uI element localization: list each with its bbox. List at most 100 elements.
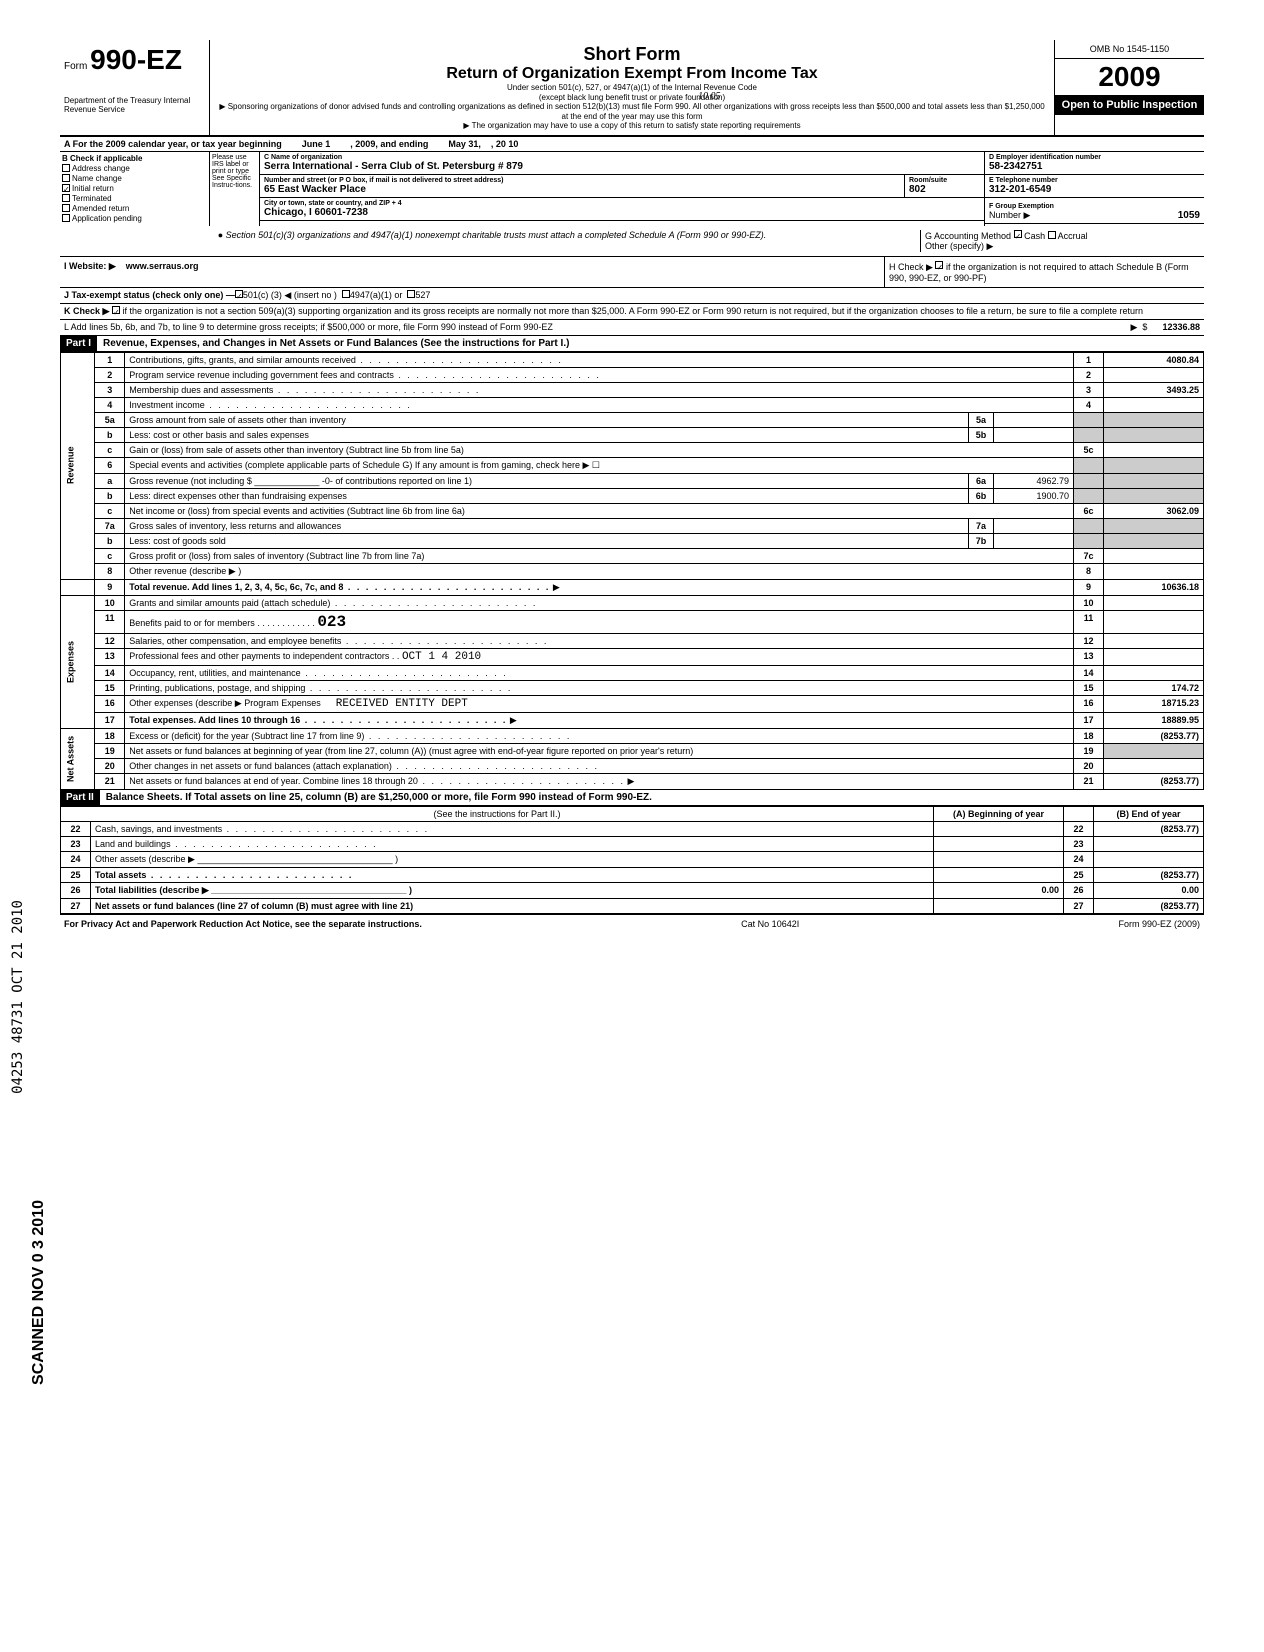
l-val: 12336.88 xyxy=(1162,322,1200,333)
line-21: 21Net assets or fund balances at end of … xyxy=(61,773,1204,789)
website-h-row: I Website: ▶ www.serraus.org H Check ▶ i… xyxy=(60,257,1204,288)
g-other: Other (specify) ▶ xyxy=(925,241,993,251)
cb-amended[interactable]: Amended return xyxy=(62,204,207,213)
line-9: 9Total revenue. Add lines 1, 2, 3, 4, 5c… xyxy=(61,579,1204,595)
l-dollar: $ xyxy=(1142,322,1147,333)
end-date: May 31, xyxy=(448,139,481,149)
f-label: F Group Exemption xyxy=(989,203,1054,210)
line-22: 22Cash, savings, and investments22(8253.… xyxy=(61,821,1204,836)
street-label: Number and street (or P O box, if mail i… xyxy=(264,177,900,184)
col-right: D Employer identification number 58-2342… xyxy=(984,152,1204,226)
cb-h[interactable] xyxy=(935,261,943,269)
end-year: , 20 10 xyxy=(491,139,519,149)
l-text: L Add lines 5b, 6b, and 7b, to line 9 to… xyxy=(64,322,1130,333)
cb-cash[interactable] xyxy=(1014,230,1022,238)
street-cell: Number and street (or P O box, if mail i… xyxy=(260,175,904,197)
line-8: 8Other revenue (describe ▶ )8 xyxy=(61,563,1204,579)
k-label: K Check ▶ xyxy=(64,306,109,317)
part2-table: (See the instructions for Part II.)(A) B… xyxy=(60,806,1204,914)
e-val: 312-201-6549 xyxy=(989,184,1200,195)
line-12: 12Salaries, other compensation, and empl… xyxy=(61,633,1204,648)
b-label: B Check if applicable xyxy=(62,154,207,163)
part2-instructions: (See the instructions for Part II.) xyxy=(61,806,934,821)
return-title: Return of Organization Exempt From Incom… xyxy=(218,65,1046,83)
short-form-title: Short Form xyxy=(218,44,1046,65)
subtitle-1: Under section 501(c), 527, or 4947(a)(1)… xyxy=(218,83,1046,93)
col-mid: C Name of organization Serra Internation… xyxy=(260,152,984,226)
begin-date: June 1 xyxy=(302,139,331,149)
line-26: 26Total liabilities (describe ▶ ________… xyxy=(61,882,1204,898)
cb-pending[interactable]: Application pending xyxy=(62,214,207,223)
d-label: D Employer identification number xyxy=(989,154,1200,161)
line-5b: bLess: cost or other basis and sales exp… xyxy=(61,427,1204,442)
line-7a: 7aGross sales of inventory, less returns… xyxy=(61,518,1204,533)
line-13: 13Professional fees and other payments t… xyxy=(61,648,1204,665)
room-label: Room/suite xyxy=(909,177,980,184)
expenses-label: Expenses xyxy=(61,595,95,728)
part2-label: Part II xyxy=(60,790,100,805)
j-501c-after: ) ◀ (insert no ) xyxy=(279,290,337,301)
cb-k[interactable] xyxy=(112,306,120,314)
f-val: 1059 xyxy=(1178,210,1200,221)
part2-title: Balance Sheets. If Total assets on line … xyxy=(100,790,658,805)
cb-initial-return[interactable]: Initial return xyxy=(62,184,207,193)
line-5a: 5aGross amount from sale of assets other… xyxy=(61,412,1204,427)
handwritten-initials: 10 05 xyxy=(698,91,721,102)
cb-501c[interactable] xyxy=(235,290,243,298)
line-5c: cGain or (loss) from sale of assets othe… xyxy=(61,442,1204,457)
d-cell: D Employer identification number 58-2342… xyxy=(985,152,1204,175)
k-text: if the organization is not a section 509… xyxy=(122,306,1143,317)
h-text: if the organization is not required to a… xyxy=(889,262,1189,283)
cb-terminated[interactable]: Terminated xyxy=(62,194,207,203)
line-24: 24Other assets (describe ▶ _____________… xyxy=(61,851,1204,867)
privacy-notice: For Privacy Act and Paperwork Reduction … xyxy=(64,919,422,929)
line-16: 16Other expenses (describe ▶ Program Exp… xyxy=(61,695,1204,712)
col-b-header: (B) End of year xyxy=(1094,806,1204,821)
form-header: Form 990-EZ Department of the Treasury I… xyxy=(60,40,1204,137)
f-number-label: Number ▶ xyxy=(989,210,1030,220)
part1-label: Part I xyxy=(60,336,97,351)
line-15: 15Printing, publications, postage, and s… xyxy=(61,680,1204,695)
cb-527[interactable] xyxy=(407,290,415,298)
part1-table: Revenue1Contributions, gifts, grants, an… xyxy=(60,352,1204,790)
cat-no: Cat No 10642I xyxy=(741,919,799,929)
g-cell: G Accounting Method Cash Accrual Other (… xyxy=(920,230,1200,252)
form-prefix: Form xyxy=(64,61,87,72)
room-val: 802 xyxy=(909,184,980,195)
room-cell: Room/suite 802 xyxy=(904,175,984,197)
j-label: J Tax-exempt status (check only one) — xyxy=(64,290,235,301)
dept-text: Department of the Treasury Internal Reve… xyxy=(64,96,205,114)
e-label: E Telephone number xyxy=(989,177,1200,184)
stamp-received: RECEIVED ENTITY DEPT xyxy=(336,698,468,710)
side-stamp: 04253 48731 OCT 21 2010 xyxy=(10,900,26,1094)
line-3: 3Membership dues and assessments33493.25 xyxy=(61,382,1204,397)
k-row: K Check ▶ if the organization is not a s… xyxy=(60,304,1204,320)
line-27: 27Net assets or fund balances (line 27 o… xyxy=(61,898,1204,913)
form-number: 990-EZ xyxy=(90,44,182,75)
l-arrow: ▶ xyxy=(1130,322,1137,333)
cb-4947[interactable] xyxy=(342,290,350,298)
instruct-col: Please use IRS label or print or type Se… xyxy=(210,152,260,226)
cb-name-change[interactable]: Name change xyxy=(62,174,207,183)
scanned-stamp: SCANNED NOV 0 3 2010 xyxy=(30,1200,48,1385)
city-cell: City or town, state or country, and ZIP … xyxy=(260,198,984,220)
line-20: 20Other changes in net assets or fund ba… xyxy=(61,758,1204,773)
open-public: Open to Public Inspection xyxy=(1055,95,1204,115)
h-cell: H Check ▶ if the organization is not req… xyxy=(884,257,1204,287)
j-row: J Tax-exempt status (check only one) — 5… xyxy=(60,288,1204,304)
part1-title: Revenue, Expenses, and Changes in Net As… xyxy=(97,336,575,351)
net-assets-label: Net Assets xyxy=(61,728,95,789)
h-label: H Check ▶ xyxy=(889,262,933,272)
form-year: 2009 xyxy=(1055,59,1204,95)
col-a-header: (A) Beginning of year xyxy=(934,806,1064,821)
line-25: 25Total assets25(8253.77) xyxy=(61,867,1204,882)
section-b: B Check if applicable Address change Nam… xyxy=(60,152,1204,226)
cb-address-change[interactable]: Address change xyxy=(62,164,207,173)
j-501c: 501(c) ( xyxy=(243,290,274,301)
d-val: 58-2342751 xyxy=(989,161,1200,172)
bullet-text: ● Section 501(c)(3) organizations and 49… xyxy=(64,230,920,252)
omb-number: OMB No 1545-1150 xyxy=(1055,40,1204,59)
stamp-oct14: OCT 1 4 2010 xyxy=(402,651,481,663)
cb-accrual[interactable] xyxy=(1048,231,1056,239)
subtitle-4: ▶ The organization may have to use a cop… xyxy=(218,121,1046,131)
